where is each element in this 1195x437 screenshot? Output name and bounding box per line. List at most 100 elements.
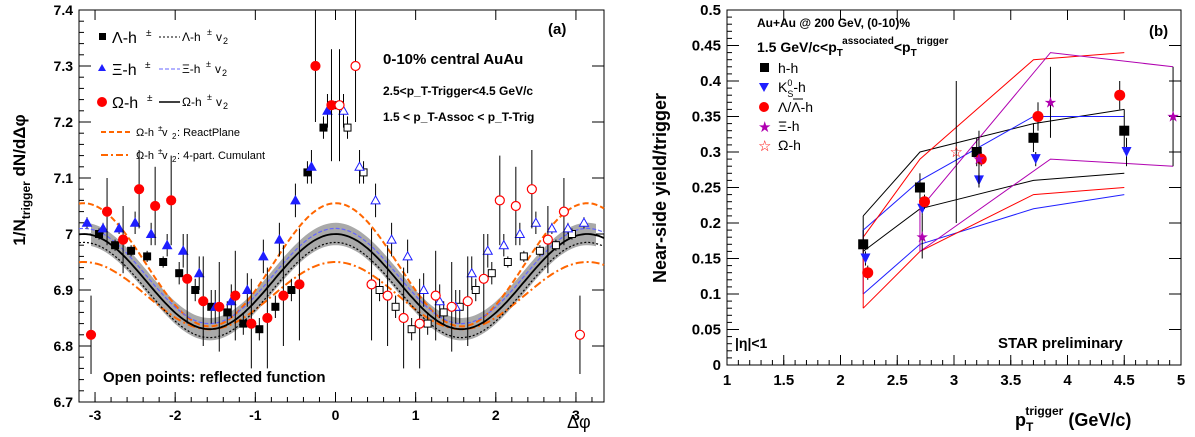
- legend-hh-marker: [760, 63, 769, 72]
- data-point: [97, 222, 109, 233]
- x-tick-label: 4: [1063, 372, 1072, 389]
- legend-omega-marker-b: ☆: [758, 138, 771, 155]
- legend-cu-v2sub: 2: [172, 155, 177, 164]
- data-point: [81, 217, 93, 227]
- data-point: [127, 246, 136, 255]
- xlabel-sup: trigger: [1025, 404, 1063, 418]
- reflected-point: [462, 296, 473, 307]
- data-point: ☆: [950, 144, 963, 161]
- data-point: [1030, 154, 1041, 165]
- panel-a-curves: [78, 202, 605, 341]
- data-point: [129, 217, 141, 227]
- reflected-point: [407, 325, 416, 334]
- data-point: [166, 195, 177, 206]
- data-point: [858, 239, 869, 250]
- reflected-point: [494, 195, 505, 206]
- legend-cu-pm: ±: [158, 147, 163, 156]
- reflected-point: [526, 184, 537, 195]
- reflected-point: [439, 308, 448, 317]
- sys-band-low: [862, 194, 1125, 295]
- k0-tail: -h: [793, 79, 805, 95]
- data-point: [278, 290, 289, 301]
- panel-a-text-central: 0-10% central AuAu: [383, 51, 523, 68]
- reflected-point: [551, 241, 560, 250]
- data-point: [225, 295, 237, 306]
- legend-xi-marker-b: ★: [758, 119, 771, 136]
- y-tick-label: 0.1: [700, 286, 721, 303]
- data-point: ★: [1166, 109, 1179, 126]
- x-tick-label: -2: [169, 407, 182, 423]
- panel-a-text-trig: 2.5<p_T-Trigger<4.5 GeV/c: [383, 84, 533, 98]
- ylabel-sub: trigger: [19, 181, 33, 219]
- x-tick-label: 1: [412, 407, 420, 423]
- data-point: [1114, 89, 1126, 101]
- reflected-point: [519, 252, 528, 261]
- data-point: [255, 325, 264, 334]
- legend-omega-label-b: Ω-h: [778, 137, 801, 153]
- x-tick-label: 5: [1177, 372, 1185, 389]
- k0-main: K: [778, 79, 788, 95]
- data-point: [175, 269, 184, 278]
- panel-b-bands: [862, 52, 1174, 309]
- svg-text:1/Ntrigger dN/dΔφ: 1/Ntrigger dN/dΔφ: [10, 114, 33, 245]
- legend-xi-label: Ξ-h: [112, 62, 137, 79]
- data-point: [241, 284, 253, 294]
- y-tick-label: 0.5: [700, 2, 721, 19]
- reflected-point: [510, 200, 521, 212]
- reflected-point: [574, 329, 586, 340]
- legend-lambda-fit-label: Λ-h: [182, 30, 201, 44]
- data-point: [143, 252, 152, 261]
- reflected-point: [398, 312, 409, 324]
- data-point: [860, 253, 871, 264]
- panel-a-frame: [78, 9, 605, 403]
- panel-b-ylabel: Near-side yield/trigger: [650, 93, 670, 283]
- data-point: [193, 267, 205, 278]
- panel-a-text-open: Open points: reflected function: [103, 369, 326, 386]
- reflected-point: [350, 60, 361, 72]
- reflected-point: [343, 123, 352, 132]
- reflected-point: [546, 222, 558, 233]
- legend-k0-label: K0 S-h: [778, 78, 806, 99]
- reflected-point: [471, 286, 480, 294]
- reflected-point: [430, 290, 441, 301]
- y-tick-label: 0.15: [692, 251, 721, 268]
- data-point: [862, 267, 874, 279]
- reflected-point: [542, 234, 553, 245]
- legend-xi-label-b: Ξ-h: [778, 118, 800, 134]
- legend-lambda-label-b: Λ/Λ-h: [778, 99, 813, 115]
- y-tick-label: 0.2: [700, 215, 721, 232]
- data-point: [230, 290, 241, 301]
- reflected-point: [418, 284, 430, 294]
- data-point: [134, 184, 145, 195]
- data-point: [306, 161, 317, 171]
- reflected-point: [338, 105, 349, 115]
- reflected-point: [434, 295, 446, 306]
- x-tick-label: -1: [249, 407, 262, 423]
- panel-b: 1 1.5 2 2.5 3 3.5 4 4.5 5 0 0.05 0.1 0.15 0.2 0.25 0.3 0…: [650, 2, 1185, 434]
- title2-sup: associated: [842, 36, 894, 47]
- reflected-point: [414, 318, 425, 329]
- x-tick-label: 1.5: [773, 372, 794, 389]
- data-point: [294, 279, 305, 290]
- y-tick-label: 0.45: [692, 38, 721, 55]
- reflected-point: [375, 286, 384, 294]
- legend-rp-v2sub: 2: [172, 132, 177, 141]
- y-tick-label: 7.3: [54, 58, 74, 74]
- title2-sub2: T: [911, 48, 917, 59]
- x-tick-label: 2.5: [887, 372, 908, 389]
- reflected-point: [386, 234, 397, 244]
- y-tick-label: 0: [713, 357, 721, 374]
- panel-a-ylabel: 1/Ntrigger dN/dΔφ: [10, 114, 33, 245]
- reflected-point: [423, 319, 432, 328]
- x-tick-label: 3: [572, 407, 580, 423]
- sys-band-low: [919, 158, 1174, 252]
- xlabel-sub: T: [1026, 420, 1034, 434]
- data-point: [914, 182, 925, 193]
- legend-xi-fit-v2sub: 2: [222, 68, 227, 78]
- legend-xi-fit-pm: ±: [206, 59, 211, 69]
- y-tick-label: 0.3: [700, 144, 721, 161]
- lambda-fit-curve: [78, 241, 605, 339]
- y-tick-label: 0.25: [692, 180, 721, 197]
- svg-text:Near-side yield/trigger: Near-side yield/trigger: [650, 93, 670, 283]
- legend-cu-v: v: [162, 150, 168, 162]
